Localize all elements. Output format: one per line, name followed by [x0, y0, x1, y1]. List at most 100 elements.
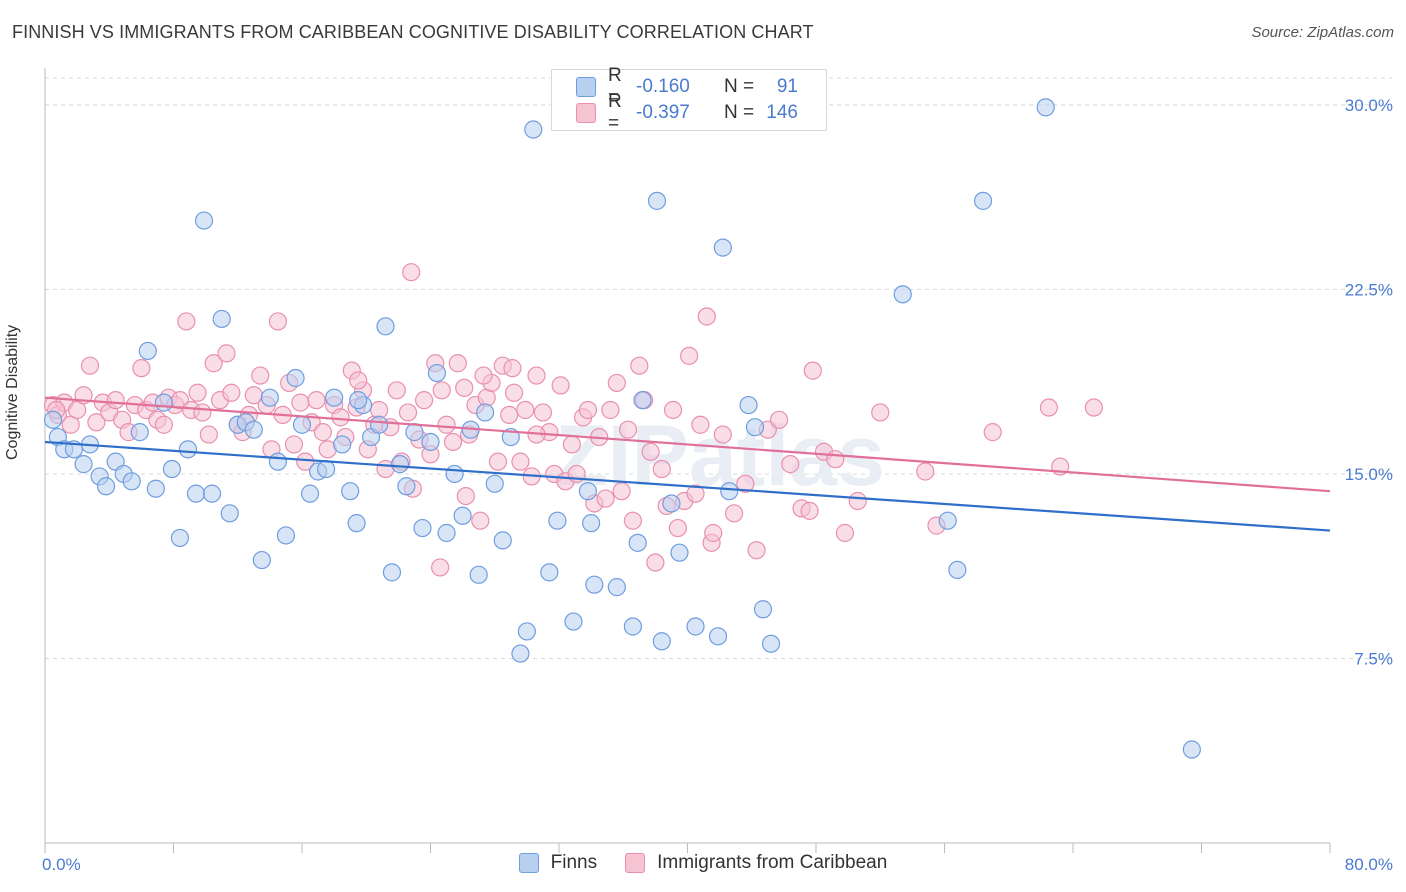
- data-point-caribbean: [686, 484, 705, 503]
- y-tick-labels: 7.5% 15.0% 22.5% 30.0%: [1345, 96, 1393, 669]
- data-point-caribbean: [251, 366, 270, 385]
- data-point-caribbean: [456, 486, 475, 506]
- data-point-finns: [146, 479, 165, 498]
- grid-lines: [45, 77, 1392, 659]
- data-point-caribbean: [443, 432, 463, 452]
- y-tick-label: 30.0%: [1345, 96, 1393, 115]
- data-point-finns: [390, 455, 410, 474]
- data-point-finns: [713, 238, 732, 257]
- data-point-caribbean: [551, 376, 570, 395]
- data-point-caribbean: [623, 511, 642, 530]
- data-point-finns: [517, 622, 536, 641]
- x-tick-label: 0.0%: [42, 855, 81, 874]
- data-point-caribbean: [871, 403, 890, 422]
- data-point-finns: [405, 423, 424, 442]
- data-point-finns: [413, 518, 432, 538]
- data-point-caribbean: [106, 391, 125, 410]
- data-point-caribbean: [697, 307, 716, 326]
- data-point-finns: [252, 550, 271, 570]
- legend-item-caribbean[interactable]: Immigrants from Caribbean: [625, 852, 887, 874]
- stats-legend: R = -0.160 N = 91 R = -0.397 N = 146: [551, 65, 827, 134]
- data-point-finns: [647, 191, 667, 210]
- data-point-caribbean: [612, 482, 631, 501]
- data-point-finns: [578, 482, 598, 501]
- data-point-finns: [427, 363, 447, 383]
- data-point-caribbean: [177, 312, 196, 331]
- data-point-caribbean: [432, 381, 451, 400]
- data-point-finns: [421, 432, 440, 452]
- data-point-caribbean: [398, 403, 418, 422]
- data-point-finns: [623, 617, 642, 636]
- n-value-finns: 91: [776, 76, 798, 97]
- data-point-finns: [194, 211, 214, 230]
- data-point-caribbean: [983, 423, 1002, 442]
- data-point-finns: [633, 391, 652, 410]
- data-point-caribbean: [601, 400, 620, 420]
- data-point-finns: [739, 395, 758, 415]
- data-point-finns: [662, 494, 681, 513]
- data-point-caribbean: [596, 489, 615, 508]
- data-point-finns: [476, 403, 495, 422]
- data-point-caribbean: [80, 356, 100, 375]
- data-point-caribbean: [800, 501, 819, 520]
- data-point-caribbean: [713, 425, 732, 444]
- data-point-finns: [948, 560, 967, 580]
- legend-label-finns: Finns: [550, 852, 598, 873]
- legend-item-finns[interactable]: Finns: [518, 852, 598, 874]
- data-point-finns: [607, 578, 626, 597]
- data-point-caribbean: [826, 450, 845, 469]
- data-point-finns: [485, 474, 504, 493]
- data-point-caribbean: [533, 403, 553, 422]
- data-point-finns: [753, 600, 773, 619]
- data-point-finns: [202, 484, 222, 503]
- data-point-caribbean: [848, 491, 867, 511]
- data-point-caribbean: [431, 558, 450, 577]
- data-point-caribbean: [724, 504, 744, 523]
- data-point-finns: [96, 477, 116, 496]
- legend-swatch-caribbean: [625, 853, 646, 873]
- data-point-finns: [316, 459, 336, 479]
- r-label: R =: [608, 91, 622, 134]
- data-point-finns: [720, 482, 739, 501]
- data-point-finns: [582, 514, 601, 533]
- data-point-finns: [300, 484, 320, 503]
- data-point-finns: [628, 533, 647, 552]
- data-point-finns: [761, 634, 781, 653]
- data-point-caribbean: [331, 408, 350, 427]
- data-point-finns: [370, 415, 389, 434]
- data-point-finns: [74, 455, 93, 474]
- data-point-finns: [178, 440, 198, 459]
- data-point-finns: [973, 191, 993, 210]
- data-point-caribbean: [641, 442, 660, 461]
- legend-row-finns: R = -0.160 N = 91: [576, 65, 798, 108]
- data-point-caribbean: [387, 381, 406, 400]
- data-point-caribbean: [87, 413, 106, 432]
- data-point-finns: [138, 341, 157, 361]
- data-point-finns: [382, 563, 402, 582]
- y-tick-label: 22.5%: [1345, 280, 1393, 299]
- data-point-caribbean: [414, 391, 434, 410]
- data-point-caribbean: [516, 400, 535, 420]
- data-point-finns: [524, 120, 543, 139]
- legend-swatch-finns: [518, 853, 539, 873]
- data-point-caribbean: [448, 354, 467, 373]
- data-point-finns: [268, 452, 288, 471]
- source-credit: Source: ZipAtlas.com: [1251, 24, 1394, 41]
- data-point-caribbean: [313, 423, 332, 442]
- data-point-caribbean: [680, 346, 699, 365]
- trend-line-finns: [44, 440, 1331, 532]
- data-point-caribbean: [578, 400, 598, 420]
- data-point-finns: [43, 410, 63, 429]
- data-point-caribbean: [204, 354, 223, 373]
- data-point-finns: [260, 388, 279, 407]
- data-point-finns: [1182, 740, 1201, 759]
- data-point-caribbean: [504, 383, 524, 402]
- data-point-caribbean: [217, 344, 236, 363]
- data-point-caribbean: [691, 415, 710, 434]
- data-point-caribbean: [618, 420, 638, 439]
- chart-title: FINNISH VS IMMIGRANTS FROM CARIBBEAN COG…: [12, 22, 814, 42]
- data-point-finns: [122, 472, 141, 491]
- data-point-caribbean: [562, 435, 581, 454]
- y-tick-label: 7.5%: [1354, 649, 1393, 668]
